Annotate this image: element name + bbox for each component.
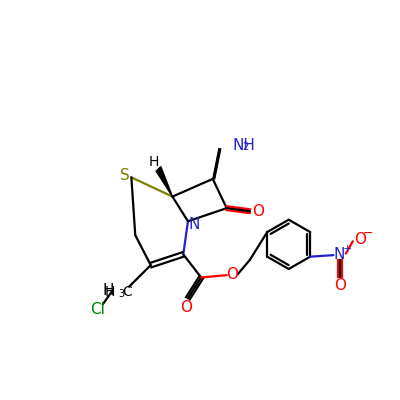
Text: 3: 3 (118, 289, 124, 299)
Text: H: H (149, 155, 159, 169)
Text: O: O (226, 267, 238, 282)
Text: +: + (343, 244, 352, 254)
Text: O: O (354, 232, 366, 247)
Text: O: O (180, 300, 192, 315)
Text: O: O (334, 278, 346, 294)
Text: −: − (362, 227, 373, 240)
Text: Cl: Cl (91, 302, 106, 317)
Text: S: S (120, 168, 129, 183)
Text: NH: NH (233, 138, 256, 152)
Text: N: N (188, 217, 200, 232)
Text: H: H (102, 283, 114, 298)
Text: C: C (123, 285, 132, 299)
Text: N: N (334, 247, 345, 262)
Text: 2: 2 (242, 142, 248, 152)
Polygon shape (156, 166, 172, 197)
Text: O: O (252, 204, 264, 219)
Text: H: H (105, 285, 115, 299)
